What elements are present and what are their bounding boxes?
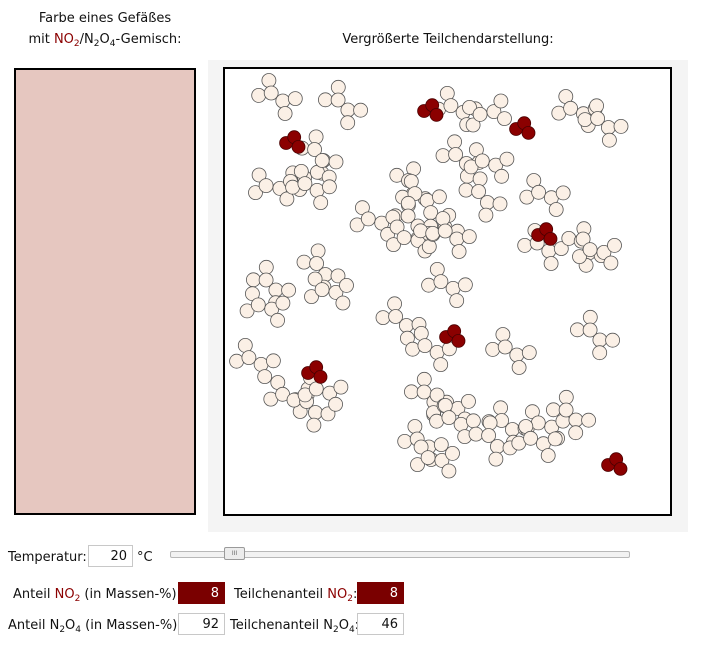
vessel-color-box — [14, 68, 196, 515]
no2-particle-value: 8 — [357, 582, 404, 604]
n2o4-molecule — [410, 439, 460, 479]
n2o4-molecule — [296, 243, 346, 295]
temperature-slider[interactable] — [170, 551, 630, 558]
temperature-unit: °C — [137, 550, 153, 565]
n2o4-molecule — [229, 337, 281, 385]
n2o4-molecule — [462, 93, 512, 133]
no2-mass-value: 8 — [178, 582, 225, 604]
n2o4-molecule — [285, 164, 337, 211]
n2o4-particle-label: Teilchenanteil N2O4: — [230, 618, 359, 635]
no2-particle-label: Teilchenanteil NO2: — [234, 587, 358, 604]
n2o4-molecule — [248, 167, 298, 207]
n2o4-molecule — [569, 309, 621, 361]
no2-molecule — [279, 130, 306, 154]
n2o4-molecule — [304, 271, 354, 311]
n2o4-molecule — [239, 286, 291, 328]
n2o4-molecule — [458, 171, 508, 223]
particle-view — [223, 67, 672, 516]
n2o4-molecule — [421, 261, 473, 309]
vessel-title: Farbe eines Gefäßes mit NO2/N2O4-Gemisch… — [0, 8, 210, 50]
vessel-title-prefix: mit — [28, 32, 54, 47]
particle-view-title: Vergrößerte Teilchendarstellung: — [342, 32, 554, 47]
n2o4-molecule — [485, 327, 537, 375]
temperature-input[interactable]: 20 — [88, 545, 133, 567]
n2o4-molecule — [511, 419, 563, 463]
n2o4-mass-label: Anteil N2O4 (in Massen-%): — [8, 618, 182, 635]
no2-molecule — [417, 98, 444, 122]
n2o4-molecule — [251, 73, 303, 121]
n2o4-molecule — [517, 223, 569, 271]
no2-mass-label: Anteil NO2 (in Massen-%): — [13, 587, 181, 604]
n2o4-molecule — [577, 98, 629, 148]
no2-formula: NO2 — [53, 32, 80, 49]
n2o4-molecule — [405, 325, 457, 373]
temperature-label: Temperatur: — [8, 550, 87, 565]
n2o4-molecule — [463, 142, 515, 184]
particle-canvas — [229, 73, 629, 479]
temperature-slider-handle[interactable]: III — [224, 547, 245, 560]
n2o4-molecule — [572, 231, 622, 271]
n2o4-molecule — [318, 79, 369, 131]
vessel-title-line2: mit NO2/N2O4-Gemisch: — [28, 32, 182, 49]
n2o4-molecule — [297, 370, 349, 412]
no2-molecule — [509, 116, 536, 140]
n2o4-molecule — [545, 389, 597, 441]
no2-molecule — [531, 222, 558, 246]
no2-molecule — [301, 360, 328, 384]
n2o4-molecule — [519, 173, 571, 217]
n2o4-molecule — [349, 200, 401, 242]
n2o4-molecule — [375, 296, 427, 346]
vessel-title-line1: Farbe eines Gefäßes — [38, 11, 172, 26]
no2-molecule — [439, 324, 466, 348]
no2-molecule — [601, 452, 628, 476]
n2o4-molecule — [429, 397, 481, 445]
n2o4-mass-value: 92 — [178, 613, 225, 635]
n2o4-molecule — [425, 211, 477, 259]
n2o4-formula: N2O4 — [84, 32, 116, 49]
n2o4-particle-value: 46 — [357, 613, 404, 635]
